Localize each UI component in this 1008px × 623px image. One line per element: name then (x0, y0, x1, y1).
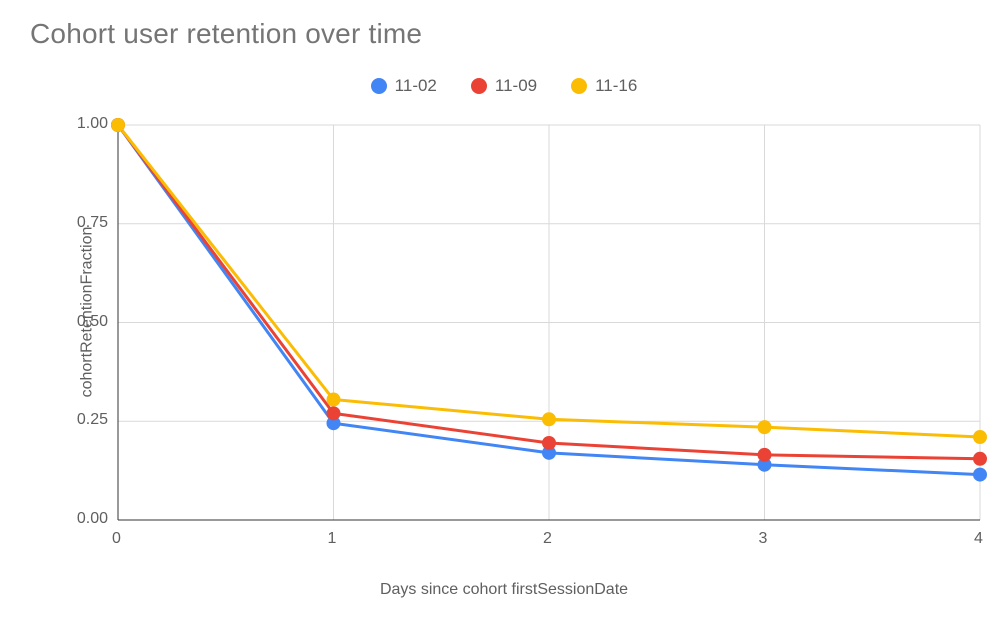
y-tick-label: 0.75 (77, 214, 108, 232)
y-tick-label: 0.00 (77, 510, 108, 528)
chart-container: Cohort user retention over time 11-02 11… (0, 0, 1008, 623)
x-tick-label: 4 (974, 530, 983, 548)
chart-plot (0, 0, 1008, 623)
x-tick-label: 2 (543, 530, 552, 548)
y-tick-label: 1.00 (77, 115, 108, 133)
y-tick-label: 0.25 (77, 411, 108, 429)
y-tick-label: 0.50 (77, 313, 108, 331)
x-tick-label: 0 (112, 530, 121, 548)
x-tick-label: 3 (759, 530, 768, 548)
x-tick-label: 1 (328, 530, 337, 548)
